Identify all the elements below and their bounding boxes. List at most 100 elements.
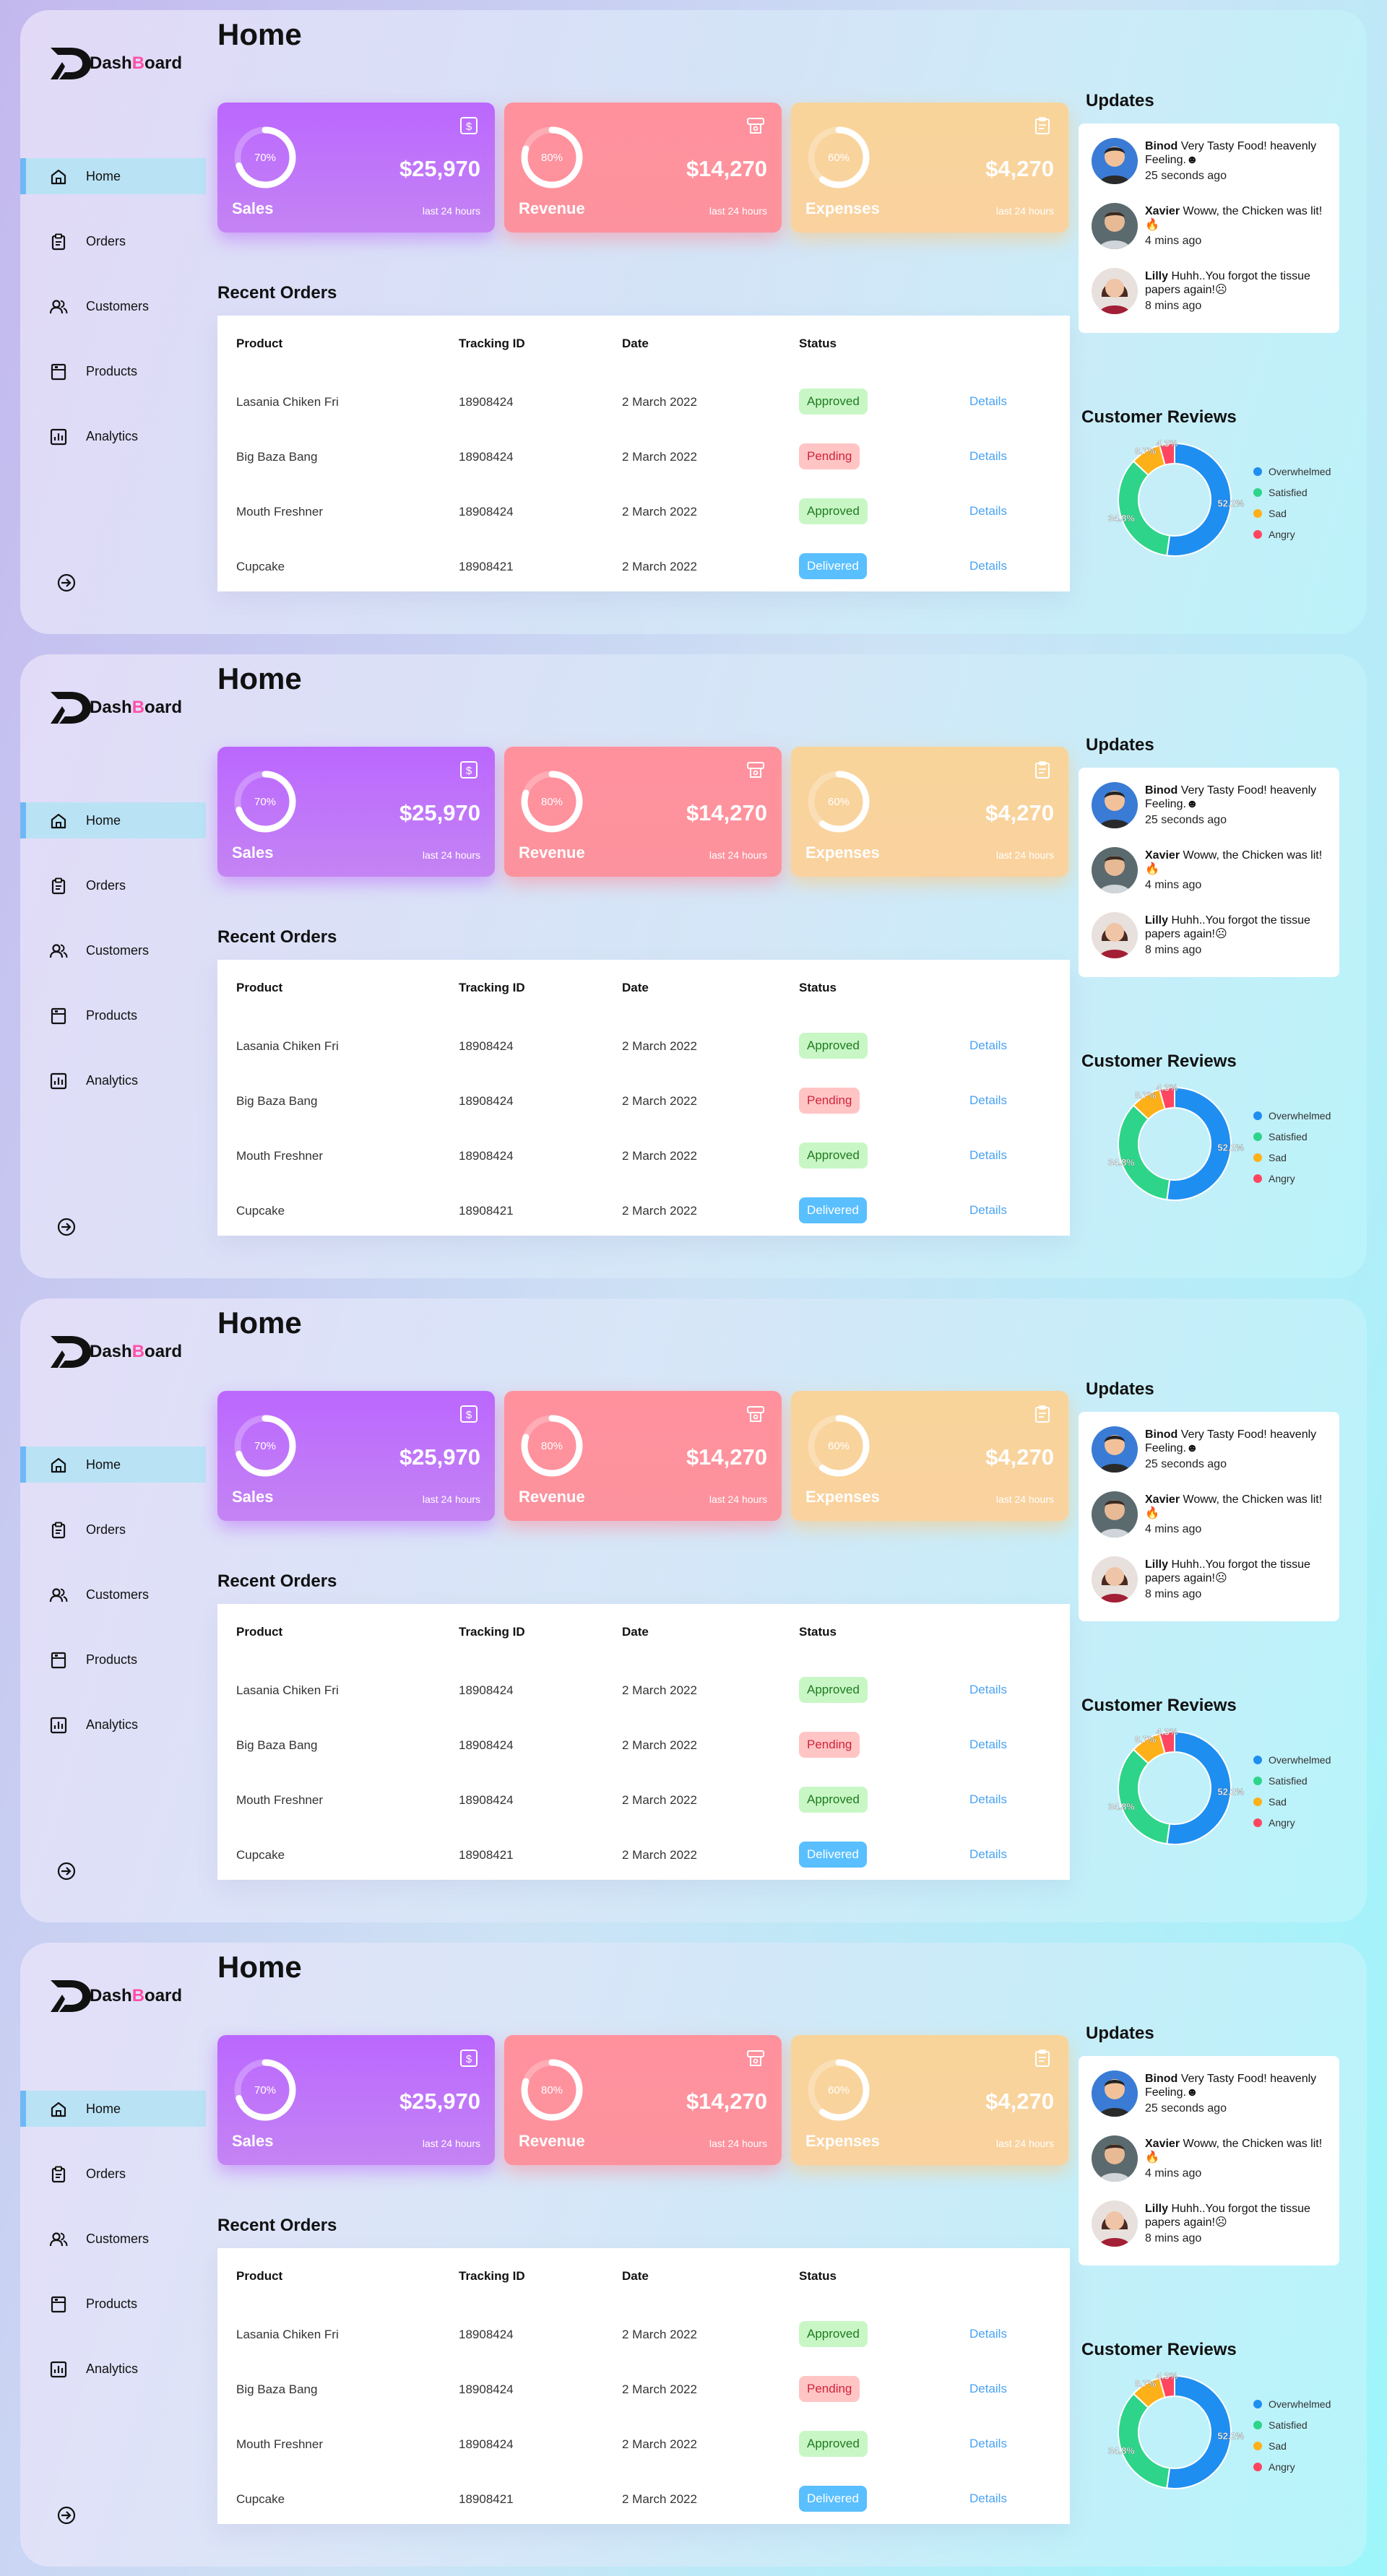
details-link[interactable]: Details (969, 1738, 1007, 1751)
details-link[interactable]: Details (969, 449, 1007, 463)
details-link[interactable]: Details (969, 1792, 1007, 1806)
logo[interactable]: DashBoard (48, 1977, 182, 2015)
reviews-donut-chart: 52.2% 34.8% 8.7%4.3% (1108, 1726, 1245, 1845)
sidebar-item-orders[interactable]: Orders (20, 867, 206, 903)
sidebar-item-customers[interactable]: Customers (20, 2221, 206, 2257)
product-cell: Lasania Chiken Fri (236, 395, 339, 409)
sidebar-item-analytics[interactable]: Analytics (20, 1062, 206, 1098)
logo[interactable]: DashBoard (48, 45, 182, 82)
details-link[interactable]: Details (969, 1683, 1007, 1696)
sidebar-item-home[interactable]: Home (20, 2091, 206, 2127)
donut-slice-satisfied[interactable] (1118, 460, 1171, 557)
details-link[interactable]: Details (969, 1038, 1007, 1052)
update-time: 8 mins ago (1145, 2232, 1202, 2245)
legend-item-angry[interactable]: Angry (1253, 527, 1295, 542)
sidebar-item-customers[interactable]: Customers (20, 932, 206, 968)
sign-out-icon[interactable] (56, 2505, 77, 2526)
donut-slice-satisfied[interactable] (1118, 1748, 1171, 1845)
legend-item-angry[interactable]: Angry (1253, 1171, 1295, 1186)
sign-out-icon[interactable] (56, 1860, 77, 1882)
sidebar-item-products[interactable]: Products (20, 997, 206, 1033)
expenses-card[interactable]: 60% Expenses $4,270 last 24 hours (791, 2035, 1068, 2165)
details-link[interactable]: Details (969, 394, 1007, 408)
details-link[interactable]: Details (969, 2327, 1007, 2341)
expenses-card[interactable]: 60% Expenses $4,270 last 24 hours (791, 747, 1068, 877)
product-cell: Cupcake (236, 1204, 285, 1218)
sidebar-item-customers[interactable]: Customers (20, 288, 206, 324)
revenue-label: Revenue (519, 199, 585, 217)
sidebar-item-orders[interactable]: Orders (20, 2156, 206, 2192)
legend-item-sad[interactable]: Sad (1253, 506, 1287, 521)
donut-slice-overwhelmed[interactable] (1166, 1730, 1232, 1845)
tracking-id-cell: 18908424 (459, 1738, 514, 1752)
legend-item-sad[interactable]: Sad (1253, 1795, 1287, 1809)
details-link[interactable]: Details (969, 1093, 1007, 1107)
legend-item-satisfied[interactable]: Satisfied (1253, 485, 1308, 500)
sidebar-item-orders[interactable]: Orders (20, 1512, 206, 1548)
sales-card[interactable]: 70% Sales $ $25,970 last 24 hours (217, 103, 495, 233)
revenue-card[interactable]: 80% Revenue $14,270 last 24 hours (504, 103, 782, 233)
legend-item-satisfied[interactable]: Satisfied (1253, 1129, 1308, 1144)
sidebar-item-products[interactable]: Products (20, 353, 206, 389)
revenue-card[interactable]: 80% Revenue $14,270 last 24 hours (504, 2035, 782, 2165)
donut-slice-angry[interactable] (1158, 2375, 1175, 2399)
sidebar-item-customers[interactable]: Customers (20, 1577, 206, 1613)
donut-slice-overwhelmed[interactable] (1166, 442, 1232, 557)
legend-item-overwhelmed[interactable]: Overwhelmed (1253, 464, 1331, 479)
sidebar-item-analytics[interactable]: Analytics (20, 1707, 206, 1743)
logo[interactable]: DashBoard (48, 689, 182, 727)
legend-item-sad[interactable]: Sad (1253, 2439, 1287, 2453)
legend-item-sad[interactable]: Sad (1253, 1150, 1287, 1165)
sidebar-item-products[interactable]: Products (20, 1642, 206, 1678)
details-link[interactable]: Details (969, 1847, 1007, 1861)
legend-item-satisfied[interactable]: Satisfied (1253, 2418, 1308, 2432)
details-link[interactable]: Details (969, 2492, 1007, 2505)
donut-slice-angry[interactable] (1158, 1086, 1175, 1111)
sidebar-item-orders[interactable]: Orders (20, 223, 206, 259)
revenue-card[interactable]: 80% Revenue $14,270 last 24 hours (504, 1391, 782, 1521)
legend-item-satisfied[interactable]: Satisfied (1253, 1774, 1308, 1788)
sales-card[interactable]: 70% Sales $ $25,970 last 24 hours (217, 747, 495, 877)
sidebar-item-products[interactable]: Products (20, 2286, 206, 2322)
clipboard-icon (51, 1522, 66, 1539)
product-cell: Big Baza Bang (236, 2382, 318, 2396)
column-header-status: Status (799, 1625, 837, 1639)
legend-item-overwhelmed[interactable]: Overwhelmed (1253, 1753, 1331, 1767)
svg-text:$: $ (466, 2053, 472, 2065)
legend-item-overwhelmed[interactable]: Overwhelmed (1253, 2397, 1331, 2411)
donut-slice-overwhelmed[interactable] (1166, 1086, 1232, 1201)
details-link[interactable]: Details (969, 1148, 1007, 1162)
donut-slice-angry[interactable] (1158, 442, 1175, 467)
details-link[interactable]: Details (969, 559, 1007, 573)
details-link[interactable]: Details (969, 1203, 1007, 1217)
sign-out-icon[interactable] (56, 572, 77, 594)
updates-title: Updates (1086, 2024, 1154, 2043)
sales-card[interactable]: 70% Sales $ $25,970 last 24 hours (217, 2035, 495, 2165)
donut-slice-angry[interactable] (1158, 1730, 1175, 1755)
sales-label: Sales (232, 844, 274, 862)
legend-item-angry[interactable]: Angry (1253, 1816, 1295, 1830)
expenses-card[interactable]: 60% Expenses $4,270 last 24 hours (791, 1391, 1068, 1521)
update-item: Binod Very Tasty Food! heavenly Feeling.… (1092, 1426, 1334, 1477)
donut-slice-satisfied[interactable] (1118, 1104, 1171, 1201)
product-cell: Cupcake (236, 2492, 285, 2506)
sidebar-item-home[interactable]: Home (20, 158, 206, 194)
expenses-percent: 60% (827, 151, 850, 164)
sidebar-item-home[interactable]: Home (20, 802, 206, 838)
details-link[interactable]: Details (969, 504, 1007, 518)
donut-slice-satisfied[interactable] (1118, 2393, 1171, 2489)
donut-slice-overwhelmed[interactable] (1166, 2375, 1232, 2489)
details-link[interactable]: Details (969, 2437, 1007, 2450)
sign-out-icon[interactable] (56, 1216, 77, 1238)
expenses-card[interactable]: 60% Expenses $4,270 last 24 hours (791, 103, 1068, 233)
sidebar-item-analytics[interactable]: Analytics (20, 2351, 206, 2387)
tracking-id-cell: 18908424 (459, 2437, 514, 2451)
sidebar-item-home[interactable]: Home (20, 1447, 206, 1483)
legend-item-overwhelmed[interactable]: Overwhelmed (1253, 1109, 1331, 1123)
details-link[interactable]: Details (969, 2382, 1007, 2395)
legend-item-angry[interactable]: Angry (1253, 2460, 1295, 2474)
sidebar-item-analytics[interactable]: Analytics (20, 418, 206, 454)
sales-card[interactable]: 70% Sales $ $25,970 last 24 hours (217, 1391, 495, 1521)
logo[interactable]: DashBoard (48, 1333, 182, 1371)
revenue-card[interactable]: 80% Revenue $14,270 last 24 hours (504, 747, 782, 877)
